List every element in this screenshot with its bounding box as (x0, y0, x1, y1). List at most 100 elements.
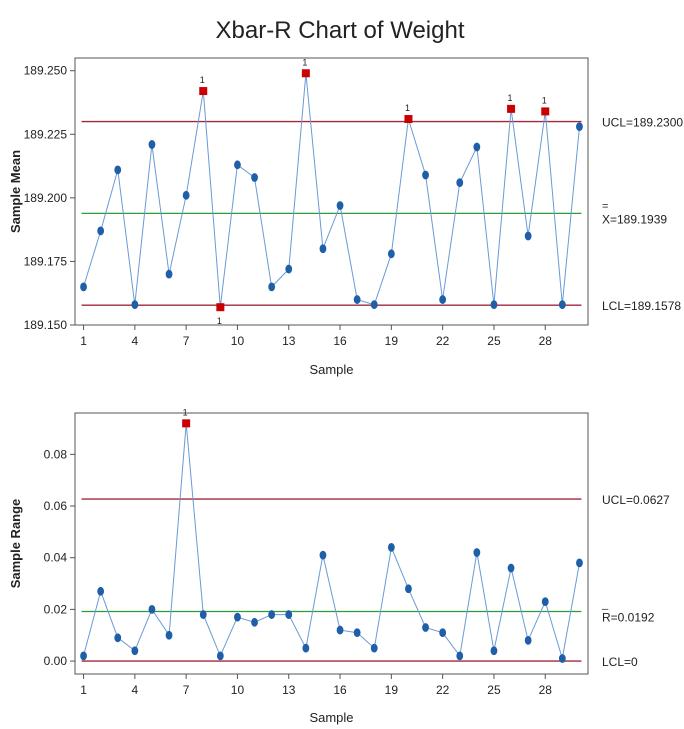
xbar-point-flagged (507, 104, 516, 113)
xbar-x-tick-label: 16 (333, 334, 347, 348)
range-plot-frame (74, 412, 589, 675)
range-point (576, 558, 583, 568)
range-series-line (83, 423, 580, 659)
xbar-y-tick-label: 189.250 (24, 64, 68, 78)
range-x-tick-label: 28 (539, 683, 553, 697)
xbar-point-flagged (404, 115, 413, 124)
xbar-x-tick-label: 4 (132, 334, 139, 348)
xbar-center-label: X=189.1939 (602, 212, 667, 226)
xbar-point-flagged (216, 303, 225, 312)
range-x-tick-label: 4 (132, 683, 139, 697)
chart-title: Xbar-R Chart of Weight (216, 17, 465, 44)
range-point (80, 651, 87, 661)
range-point (302, 643, 310, 653)
range-center-overbar: _ (601, 598, 609, 610)
xbar-point (490, 300, 498, 310)
xbar-point (319, 244, 327, 254)
range-x-tick-label: 16 (333, 683, 347, 697)
xbar-point (97, 226, 105, 236)
xbar-x-axis-label: Sample (309, 362, 353, 377)
xbar-plot-frame (74, 57, 589, 326)
xbar-x-tick-label: 7 (183, 334, 190, 348)
xbar-center-overbar: = (602, 200, 608, 212)
xbar-point-flagged (199, 87, 208, 96)
range-point (131, 646, 139, 656)
xbar-point (439, 295, 447, 304)
range-x-tick-label: 22 (436, 683, 450, 697)
range-point (370, 643, 378, 653)
xbar-series-line (83, 73, 580, 308)
range-x-tick-label: 13 (282, 683, 296, 697)
xbar-y-tick-label: 189.150 (24, 318, 68, 332)
xbar-lcl-label: LCL=189.1578 (602, 299, 681, 313)
xbar-x-tick-label: 19 (385, 334, 399, 348)
xbar-x-tick-label: 1 (80, 334, 87, 348)
xbar-point (576, 122, 583, 132)
range-y-tick-label: 0.06 (44, 499, 68, 513)
range-ucl-label: UCL=0.0627 (602, 493, 670, 507)
xbar-x-tick-label: 10 (231, 334, 245, 348)
xbar-point (473, 142, 481, 152)
xbar-x-tick-label: 28 (539, 334, 553, 348)
range-point (353, 628, 361, 638)
xbar-y-axis-label: Sample Mean (8, 150, 23, 233)
range-center-label: R=0.0192 (602, 610, 655, 624)
range-x-tick-label: 19 (385, 683, 399, 697)
xbar-y-tick-label: 189.225 (24, 127, 68, 141)
range-point (285, 610, 293, 619)
xbar-flag-label: 1 (217, 316, 222, 326)
xbar-point (336, 201, 344, 210)
range-y-axis-label: Sample Range (8, 499, 23, 589)
xbar-point (558, 300, 566, 310)
xbar-x-tick-label: 22 (436, 334, 450, 348)
range-point (456, 651, 464, 661)
range-y-tick-label: 0.04 (44, 551, 68, 565)
range-point (439, 628, 447, 638)
range-y-tick-label: 0.08 (44, 447, 68, 461)
xbar-x-tick-label: 25 (487, 334, 501, 348)
range-point (473, 548, 481, 557)
xbar-flag-label: 1 (302, 57, 307, 67)
xbar-y-tick-label: 189.200 (24, 191, 68, 205)
xbar-point (456, 178, 464, 188)
xbar-panel: 189.150 189.175 189.200 189.225 189.250 1 4 7 10… (8, 57, 683, 377)
range-x-tick-label: 1 (80, 683, 87, 697)
xbar-point (268, 282, 276, 292)
range-panel: 0.00 0.02 0.04 0.06 0.08 1 4 7 10 13 16 19 22 25 28 Sam… (8, 407, 670, 725)
range-point (251, 617, 258, 627)
xbar-point (285, 264, 293, 274)
range-point (558, 654, 566, 663)
xbar-point (131, 300, 139, 310)
xbar-point (353, 295, 361, 304)
range-point (422, 623, 429, 632)
range-y-tick-label: 0.02 (44, 602, 68, 616)
xbar-x-tick-label: 13 (282, 334, 296, 348)
range-point (165, 630, 173, 640)
xbar-y-tick-label: 189.175 (24, 254, 68, 268)
range-point (541, 597, 549, 607)
range-y-tick-label: 0.00 (44, 654, 68, 668)
xbar-ucl-label: UCL=189.2300 (602, 116, 683, 130)
xbar-point (422, 170, 429, 180)
xbar-point (165, 269, 173, 279)
range-lcl-label: LCL=0 (602, 655, 638, 669)
xbar-point (234, 160, 241, 170)
range-x-tick-label: 25 (487, 683, 501, 697)
range-point (507, 563, 515, 573)
range-point (387, 542, 395, 552)
xbar-point-flagged (541, 107, 550, 116)
range-x-tick-label: 7 (183, 683, 190, 697)
xbar-point (251, 173, 258, 182)
xbar-flag-label: 1 (200, 75, 205, 85)
range-point (148, 604, 156, 614)
xbar-point-flagged (301, 69, 310, 78)
xbar-point (80, 282, 87, 292)
range-point-flagged (182, 419, 191, 428)
xbar-point (182, 190, 190, 200)
range-point (336, 625, 344, 635)
xbar-flag-label: 1 (405, 103, 410, 113)
range-point (405, 584, 412, 594)
xbar-point (114, 165, 122, 175)
